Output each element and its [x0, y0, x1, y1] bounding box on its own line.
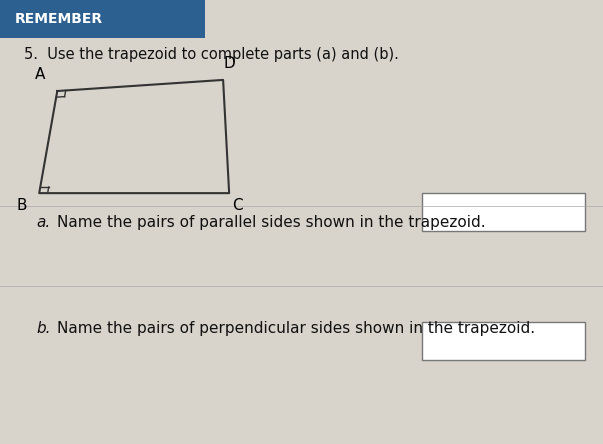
FancyBboxPatch shape	[0, 0, 205, 38]
Text: B: B	[17, 198, 27, 213]
Text: Name the pairs of parallel sides shown in the trapezoid.: Name the pairs of parallel sides shown i…	[57, 214, 486, 230]
Text: 5.  Use the trapezoid to complete parts (a) and (b).: 5. Use the trapezoid to complete parts (…	[24, 47, 399, 62]
Text: Name the pairs of perpendicular sides shown in the trapezoid.: Name the pairs of perpendicular sides sh…	[57, 321, 535, 336]
Text: a.: a.	[36, 214, 51, 230]
Text: C: C	[232, 198, 243, 213]
Text: b.: b.	[36, 321, 51, 336]
Text: A: A	[35, 67, 45, 82]
FancyBboxPatch shape	[422, 322, 585, 360]
Text: D: D	[223, 56, 235, 71]
Text: REMEMBER: REMEMBER	[15, 12, 103, 26]
FancyBboxPatch shape	[422, 193, 585, 231]
